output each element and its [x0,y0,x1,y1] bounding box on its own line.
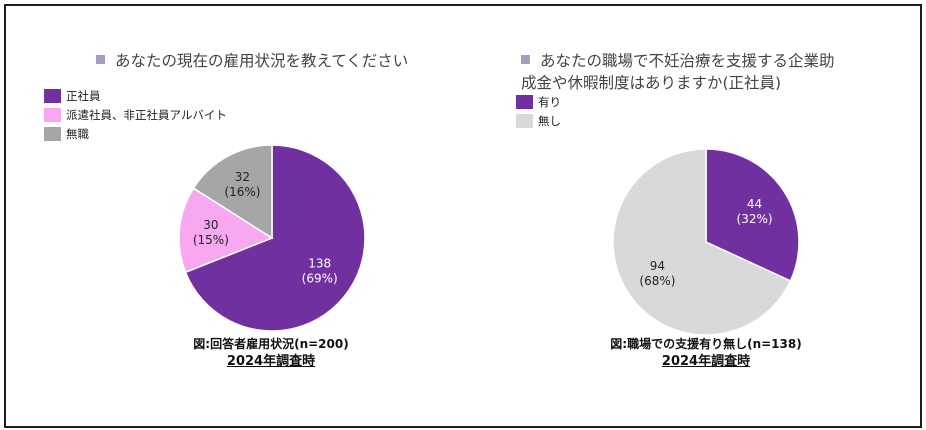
slice-value-label: 32 [235,170,250,184]
legend-swatch [44,107,61,122]
chart-title: あなたの職場で不妊治療を支援する企業助 成金や休暇制度はありますか(正社員) [521,52,835,92]
slice-percent-label: (16%) [224,185,260,199]
slice-value-label: 138 [308,256,331,270]
chart-caption: 図:職場での支援有り無し(n=138) 2024年調査時 [586,336,826,370]
pie-slice [192,144,273,240]
legend-label: 無し [538,113,561,128]
slice-value-label: 94 [650,259,665,273]
pie-slice [612,148,792,336]
legend-label: 派遣社員、非正社員アルバイト [66,107,227,122]
pie-chart-support: 44(32%) 94(68%) [612,148,800,336]
legend-item: 無職 [44,124,227,143]
slice-percent-label: (68%) [639,274,675,288]
chart-panel-employment: あなたの現在の雇用状況を教えてください 正社員 派遣社員、非正社員アルバイト 無… [6,6,466,426]
pie-slice [705,148,800,282]
title-bullet-icon [96,55,105,64]
caption-year: 2024年調査時 [661,354,751,369]
legend-label: 正社員 [66,88,101,103]
caption-text: 図:回答者雇用状況(n=200) [193,337,349,351]
legend-item: 派遣社員、非正社員アルバイト [44,105,227,124]
pie-chart-employment: 138(69%) 30(15%) 32(16%) [178,144,366,332]
slice-value-label: 44 [747,197,762,211]
caption-year: 2024年調査時 [226,354,316,369]
legend-swatch [516,113,533,128]
pie-slice [178,187,274,274]
legend-swatch [44,126,61,141]
pie-slice [184,144,366,332]
chart-title: あなたの現在の雇用状況を教えてください [96,50,408,72]
slice-percent-label: (15%) [193,233,229,247]
slice-value-label: 30 [203,218,218,232]
legend-label: 有り [538,94,561,109]
chart-caption: 図:回答者雇用状況(n=200) 2024年調査時 [156,336,386,370]
title-bullet-icon [521,55,530,64]
legend-swatch [516,94,533,109]
slice-percent-label: (32%) [737,212,773,226]
legend-swatch [44,88,61,103]
slice-percent-label: (69%) [302,271,338,285]
legend-item: 正社員 [44,86,227,105]
figure-frame: あなたの現在の雇用状況を教えてください 正社員 派遣社員、非正社員アルバイト 無… [4,4,922,428]
legend-item: 無し [516,111,561,130]
chart-legend: 正社員 派遣社員、非正社員アルバイト 無職 [44,86,227,143]
caption-text: 図:職場での支援有り無し(n=138) [610,337,802,351]
chart-panel-support: あなたの職場で不妊治療を支援する企業助 成金や休暇制度はありますか(正社員) 有… [466,6,920,426]
chart-legend: 有り 無し [516,92,561,130]
legend-label: 無職 [66,126,89,141]
legend-item: 有り [516,92,561,111]
